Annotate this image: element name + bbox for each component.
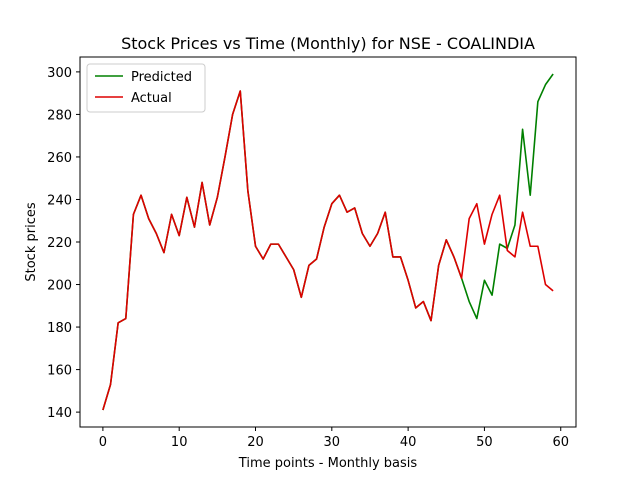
y-tick-label: 140 [47, 406, 72, 421]
y-tick-label: 300 [47, 66, 72, 81]
x-axis-label: Time points - Monthly basis [238, 456, 418, 471]
legend-label-predicted: Predicted [131, 70, 192, 85]
y-axis-ticks: 140 160 180 200 220 240 260 280 300 [47, 66, 80, 421]
y-axis-label: Stock prices [24, 202, 39, 281]
y-tick-label: 260 [47, 151, 72, 166]
legend-label-actual: Actual [131, 91, 172, 106]
series-line-actual [102, 90, 554, 411]
x-tick-label: 0 [99, 435, 107, 450]
y-tick-label: 200 [47, 279, 72, 294]
y-tick-label: 280 [47, 108, 72, 123]
x-tick-label: 50 [476, 435, 493, 450]
x-tick-label: 20 [247, 435, 264, 450]
chart-title: Stock Prices vs Time (Monthly) for NSE -… [121, 34, 535, 53]
x-tick-label: 10 [171, 435, 188, 450]
y-tick-label: 180 [47, 321, 72, 336]
y-tick-label: 220 [47, 236, 72, 251]
plot-lines [102, 73, 554, 411]
y-tick-label: 160 [47, 364, 72, 379]
legend: Predicted Actual [86, 63, 206, 113]
x-tick-label: 30 [324, 435, 341, 450]
x-axis-ticks: 0 10 20 30 40 50 60 [99, 427, 569, 450]
x-tick-label: 60 [552, 435, 569, 450]
x-tick-label: 40 [400, 435, 417, 450]
y-tick-label: 240 [47, 193, 72, 208]
